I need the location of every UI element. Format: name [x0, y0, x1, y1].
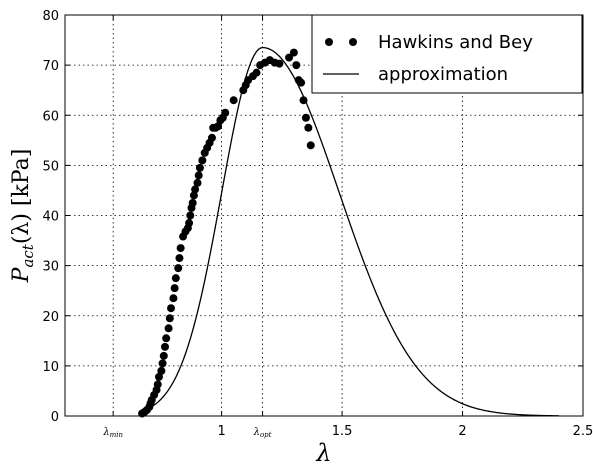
data-point [194, 171, 203, 180]
data-point [275, 59, 284, 68]
legend-label-approximation: approximation [378, 64, 508, 85]
x-axis-label: λ [315, 439, 331, 467]
data-point [171, 274, 180, 283]
x-tick-label: λmin [102, 427, 123, 439]
y-tick-label: 30 [42, 260, 59, 275]
data-point [186, 211, 195, 220]
y-tick-label: 70 [42, 59, 59, 74]
y-tick-label: 10 [42, 360, 59, 375]
y-tick-labels: 0 10 20 30 40 50 60 70 80 [42, 9, 59, 425]
y-tick-label: 40 [42, 210, 59, 225]
data-point [292, 61, 301, 70]
data-point [170, 284, 179, 293]
data-point [176, 244, 185, 253]
y-tick-label: 0 [51, 410, 59, 425]
data-point [285, 53, 294, 62]
y-tick-label: 60 [42, 109, 59, 124]
y-axis-label-tail: (λ) [kPa] [9, 149, 34, 245]
y-axis-label: Pact(λ) [kPa] [9, 149, 37, 284]
y-tick-label: 80 [42, 9, 59, 24]
data-point [153, 380, 162, 389]
data-point [191, 185, 200, 194]
data-point [169, 294, 178, 303]
y-tick-label: 50 [42, 159, 59, 174]
data-point [159, 351, 168, 360]
data-point [160, 342, 169, 351]
data-point [198, 156, 207, 165]
data-point [164, 324, 173, 333]
data-point [301, 113, 310, 122]
x-tick-label-sub: min [110, 431, 124, 439]
hawkins-bey-points [138, 48, 315, 418]
data-point [157, 366, 166, 375]
data-point [174, 264, 183, 273]
data-point [221, 108, 230, 117]
y-axis-label-main: P [9, 266, 34, 283]
data-point [193, 178, 202, 187]
approximation-curve [149, 46, 559, 417]
data-point [213, 122, 222, 131]
legend-marker-scatter [325, 38, 357, 46]
legend-dot [349, 38, 357, 46]
data-point [185, 219, 194, 228]
x-tick-label-sub: opt [260, 431, 272, 439]
x-tick-label-main: 1.5 [332, 424, 353, 439]
x-tick-label: λopt [253, 427, 272, 439]
data-point [252, 68, 261, 77]
data-point [189, 191, 198, 200]
data-point [207, 133, 216, 142]
approximation-line [149, 46, 559, 417]
data-point [162, 334, 171, 343]
y-tick-label: 20 [42, 310, 59, 325]
data-point [289, 48, 298, 57]
data-point [154, 372, 163, 381]
legend-dot [325, 38, 333, 46]
data-point [188, 198, 197, 207]
legend: Hawkins and Bey approximation [311, 14, 583, 94]
data-point [229, 96, 238, 105]
data-point [299, 96, 308, 105]
data-point [165, 314, 174, 323]
data-point [175, 254, 184, 263]
x-tick-labels: λmin 1 λopt 1.5 2 2.5 [102, 424, 593, 439]
x-tick-label: 1 [217, 424, 225, 439]
x-tick-label: 2.5 [573, 424, 593, 439]
x-tick-label-main: 1 [217, 424, 225, 439]
x-tick-label-main: λ [102, 427, 109, 438]
x-tick-label-main: λ [253, 427, 260, 438]
data-point [158, 359, 167, 368]
x-tick-label: 2 [458, 424, 466, 439]
data-point [306, 141, 315, 150]
legend-label-hawkins-bey: Hawkins and Bey [378, 32, 533, 53]
x-tick-label: 1.5 [332, 424, 353, 439]
data-point [167, 304, 176, 313]
data-point [297, 78, 306, 87]
grid-lines [65, 15, 583, 416]
x-tick-label-main: 2.5 [573, 424, 593, 439]
y-axis-label-sub: act [19, 243, 37, 267]
x-tick-label-main: 2 [458, 424, 466, 439]
legend-box [311, 14, 583, 94]
data-point [304, 123, 313, 132]
data-point [195, 163, 204, 172]
